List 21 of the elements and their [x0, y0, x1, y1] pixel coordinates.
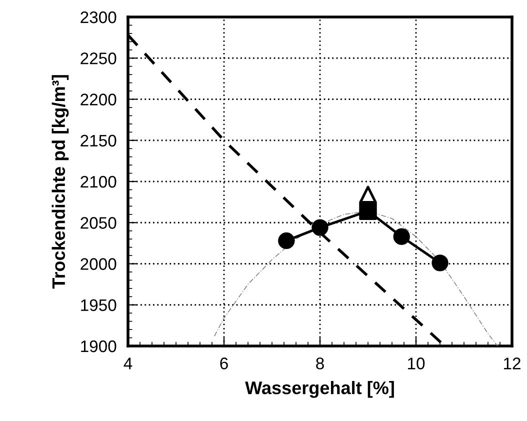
- y-tick-label: 2300: [80, 11, 116, 24]
- x-axis-title: Wassergehalt [%]: [245, 380, 394, 398]
- x-tick-label: 8: [316, 358, 324, 370]
- x-tick-label: 12: [504, 358, 520, 370]
- point: [278, 232, 295, 250]
- y-tick-label: 2150: [80, 134, 116, 147]
- x-tick-label: 10: [408, 358, 425, 370]
- y-tick-label: 2250: [80, 52, 116, 64]
- point: [312, 219, 328, 236]
- y-tick-label: 2050: [80, 217, 116, 229]
- x-tick-label: 4: [124, 358, 132, 370]
- y-axis-title: Trockendichte pd [kg/m³]: [52, 75, 69, 289]
- y-tick-label: 2000: [80, 258, 116, 270]
- point: [359, 186, 377, 204]
- y-tick-label: 1950: [81, 299, 116, 312]
- y-tick-label: 2100: [80, 176, 116, 188]
- y-tick-label: 2200: [80, 94, 116, 106]
- y-tick-label: 1900: [81, 340, 116, 352]
- x-tick-label: 6: [220, 358, 228, 370]
- point: [432, 254, 448, 272]
- point: [393, 228, 410, 245]
